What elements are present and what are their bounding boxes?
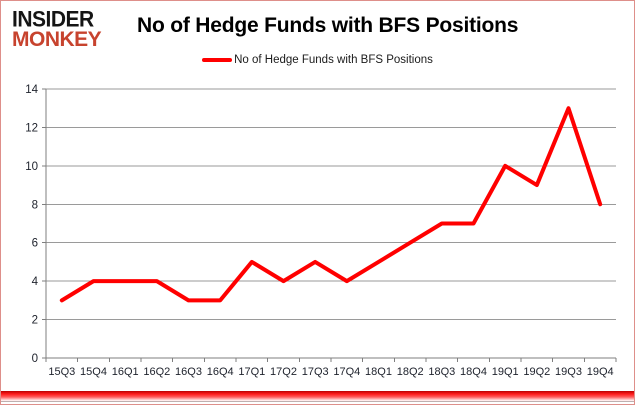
legend-line-swatch-icon <box>202 58 233 62</box>
x-axis-label: 17Q2 <box>270 366 297 378</box>
x-axis-label: 17Q4 <box>333 366 360 378</box>
x-axis-label: 19Q2 <box>523 366 550 378</box>
chart-legend: No of Hedge Funds with BFS Positions <box>1 54 634 66</box>
x-axis-label: 19Q4 <box>587 366 614 378</box>
logo-line-insider: INSIDER <box>12 7 94 32</box>
chart-title: No of Hedge Funds with BFS Positions <box>137 14 519 37</box>
series-line <box>59 106 603 303</box>
x-axis-label: 16Q2 <box>143 366 170 378</box>
x-axis-label: 19Q3 <box>555 366 582 378</box>
x-axis-label: 16Q1 <box>112 366 139 378</box>
x-axis-label: 16Q4 <box>207 366 234 378</box>
insider-monkey-logo: INSIDER MONKEY <box>12 7 102 51</box>
y-axis-label: 8 <box>32 199 38 211</box>
x-axis-label: 15Q4 <box>80 366 107 378</box>
x-axis-label: 18Q1 <box>365 366 392 378</box>
y-axis-label: 6 <box>32 238 38 250</box>
x-axis-label: 18Q4 <box>460 366 487 378</box>
x-axis-label: 18Q2 <box>397 366 424 378</box>
x-axis-label: 17Q1 <box>238 366 265 378</box>
y-axis-label: 14 <box>25 84 38 96</box>
y-axis-label: 12 <box>25 122 38 134</box>
x-axis-label: 18Q3 <box>428 366 455 378</box>
x-axis-label: 15Q3 <box>48 366 75 378</box>
bottom-accent-bar <box>1 391 634 401</box>
logo-line-monkey: MONKEY <box>12 28 102 51</box>
x-axis-label: 17Q3 <box>302 366 329 378</box>
legend-label: No of Hedge Funds with BFS Positions <box>234 54 433 66</box>
y-axis-label: 4 <box>32 276 39 288</box>
y-axis-label: 0 <box>32 353 38 365</box>
y-axis-label: 2 <box>32 315 38 327</box>
x-axis-label: 19Q1 <box>492 366 519 378</box>
x-axis-label: 16Q3 <box>175 366 202 378</box>
y-axis-label: 10 <box>25 161 38 173</box>
